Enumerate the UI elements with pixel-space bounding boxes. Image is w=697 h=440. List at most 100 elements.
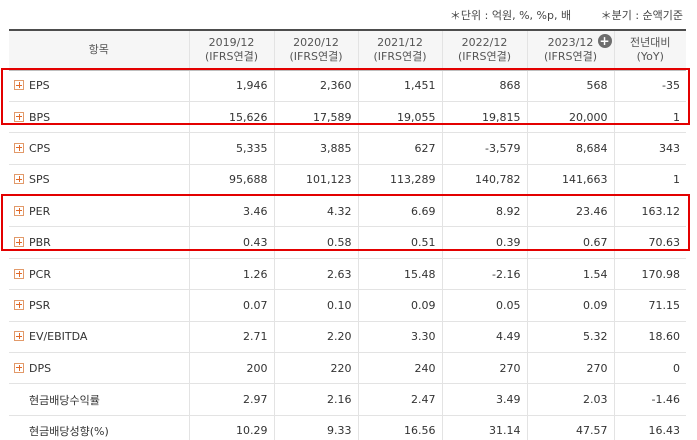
row-label-cell[interactable]: PER	[9, 195, 189, 228]
value-cell: 141,663	[526, 164, 614, 197]
value-cell: 5.32	[526, 321, 614, 354]
value-cell: 3.46	[188, 195, 274, 228]
value-cell: 113,289	[357, 164, 442, 197]
expand-plus-icon[interactable]	[14, 299, 24, 310]
value-cell: 47.57	[526, 415, 614, 440]
expand-plus-icon[interactable]	[14, 80, 24, 91]
expand-plus-icon[interactable]	[14, 268, 24, 279]
yoy-cell: 1	[613, 101, 686, 134]
header-col-2019: 2019/12 (IFRS연결)	[188, 29, 274, 71]
yoy-cell: 18.60	[613, 321, 686, 354]
row-label: CPS	[29, 141, 51, 155]
value-cell: 568	[526, 70, 614, 102]
value-cell: 3,885	[273, 132, 358, 165]
value-cell: 1.26	[188, 258, 274, 291]
value-cell: 240	[357, 352, 442, 385]
row-label-cell[interactable]: EV/EBITDA	[9, 321, 189, 354]
value-cell: 140,782	[441, 164, 527, 197]
value-cell: 4.32	[273, 195, 358, 228]
value-cell: 10.29	[188, 415, 274, 440]
value-cell: 2.63	[273, 258, 358, 291]
table-row: EPS 1,946 2,360 1,451 868 568 -35	[9, 70, 686, 102]
row-label: SPS	[29, 173, 50, 187]
value-cell: 6.69	[357, 195, 442, 228]
expand-plus-icon[interactable]	[14, 237, 24, 248]
table-row: PBR 0.43 0.58 0.51 0.39 0.67 70.63	[9, 226, 686, 259]
yoy-cell: 0	[613, 352, 686, 385]
value-cell: 1.54	[526, 258, 614, 291]
value-cell: -3,579	[441, 132, 527, 165]
row-label-cell[interactable]: PCR	[9, 258, 189, 291]
value-cell: 5,335	[188, 132, 274, 165]
row-label: 현금배당성향(%)	[29, 424, 109, 438]
financial-ratio-table: 항목 2019/12 (IFRS연결) 2020/12 (IFRS연결) 2021/…	[9, 29, 686, 440]
value-cell: 0.10	[273, 289, 358, 322]
row-label-cell[interactable]: PBR	[9, 226, 189, 259]
table-row: PER 3.46 4.32 6.69 8.92 23.46 163.12	[9, 195, 686, 228]
row-label: PSR	[29, 298, 51, 312]
value-cell: 0.58	[273, 226, 358, 259]
value-cell: 15.48	[357, 258, 442, 291]
row-label-cell: 현금배당성향(%)	[9, 415, 189, 440]
yoy-cell: 71.15	[613, 289, 686, 322]
table-row: PCR 1.26 2.63 15.48 -2.16 1.54 170.98	[9, 258, 686, 291]
row-label: EV/EBITDA	[29, 330, 88, 344]
period-note: ＊분기 : 순액기준	[600, 9, 683, 22]
table-row: 현금배당성향(%) 10.29 9.33 16.56 31.14 47.57 16.43	[9, 415, 686, 440]
row-label: 현금배당수익률	[29, 393, 100, 407]
table-row: CPS 5,335 3,885 627 -3,579 8,684 343	[9, 132, 686, 165]
expand-plus-icon[interactable]	[14, 205, 24, 216]
row-label: PCR	[29, 267, 51, 281]
plus-circle-icon[interactable]: +	[597, 34, 612, 48]
value-cell: 0.43	[188, 226, 274, 259]
value-cell: 2.47	[357, 383, 442, 416]
value-cell: 0.39	[441, 226, 527, 259]
value-cell: 9.33	[273, 415, 358, 440]
value-cell: 15,626	[188, 101, 274, 134]
value-cell: 31.14	[441, 415, 527, 440]
value-cell: 2.16	[273, 383, 358, 416]
value-cell: 1,946	[188, 70, 274, 102]
value-cell: 0.07	[188, 289, 274, 322]
row-label-cell[interactable]: CPS	[9, 132, 189, 165]
value-cell: 0.09	[526, 289, 614, 322]
value-cell: 8,684	[526, 132, 614, 165]
expand-plus-icon[interactable]	[14, 174, 24, 185]
table-row: SPS 95,688 101,123 113,289 140,782 141,663 1	[9, 164, 686, 197]
row-label-cell[interactable]: DPS	[9, 352, 189, 385]
yoy-cell: 163.12	[613, 195, 686, 228]
row-label-cell[interactable]: PSR	[9, 289, 189, 322]
value-cell: 23.46	[526, 195, 614, 228]
expand-plus-icon[interactable]	[14, 111, 24, 122]
row-label-cell[interactable]: SPS	[9, 164, 189, 197]
value-cell: -2.16	[441, 258, 527, 291]
value-cell: 0.67	[526, 226, 614, 259]
row-label-cell[interactable]: EPS	[9, 70, 189, 102]
value-cell: 19,815	[441, 101, 527, 134]
table-row: BPS 15,626 17,589 19,055 19,815 20,000 1	[9, 101, 686, 134]
row-label-cell[interactable]: BPS	[9, 101, 189, 134]
header-yoy: 전년대비 (YoY)	[613, 29, 686, 71]
value-cell: 0.51	[357, 226, 442, 259]
expand-plus-icon[interactable]	[14, 331, 24, 342]
row-label: BPS	[29, 110, 51, 124]
yoy-cell: 1	[613, 164, 686, 197]
header-item: 항목	[9, 29, 189, 71]
value-cell: 868	[441, 70, 527, 102]
table-row: PSR 0.07 0.10 0.09 0.05 0.09 71.15	[9, 289, 686, 322]
value-cell: 20,000	[526, 101, 614, 134]
header-col-2020: 2020/12 (IFRS연결)	[273, 29, 358, 71]
table-row: 현금배당수익률 2.97 2.16 2.47 3.49 2.03 -1.46	[9, 383, 686, 416]
expand-plus-icon[interactable]	[14, 142, 24, 153]
row-label: DPS	[29, 361, 52, 375]
table-row: EV/EBITDA 2.71 2.20 3.30 4.49 5.32 18.60	[9, 321, 686, 354]
row-label: PER	[29, 204, 51, 218]
yoy-cell: 170.98	[613, 258, 686, 291]
value-cell: 1,451	[357, 70, 442, 102]
table-row: DPS 200 220 240 270 270 0	[9, 352, 686, 385]
value-cell: 8.92	[441, 195, 527, 228]
value-cell: 19,055	[357, 101, 442, 134]
expand-plus-icon[interactable]	[14, 362, 24, 373]
value-cell: 0.05	[441, 289, 527, 322]
value-cell: 2.71	[188, 321, 274, 354]
